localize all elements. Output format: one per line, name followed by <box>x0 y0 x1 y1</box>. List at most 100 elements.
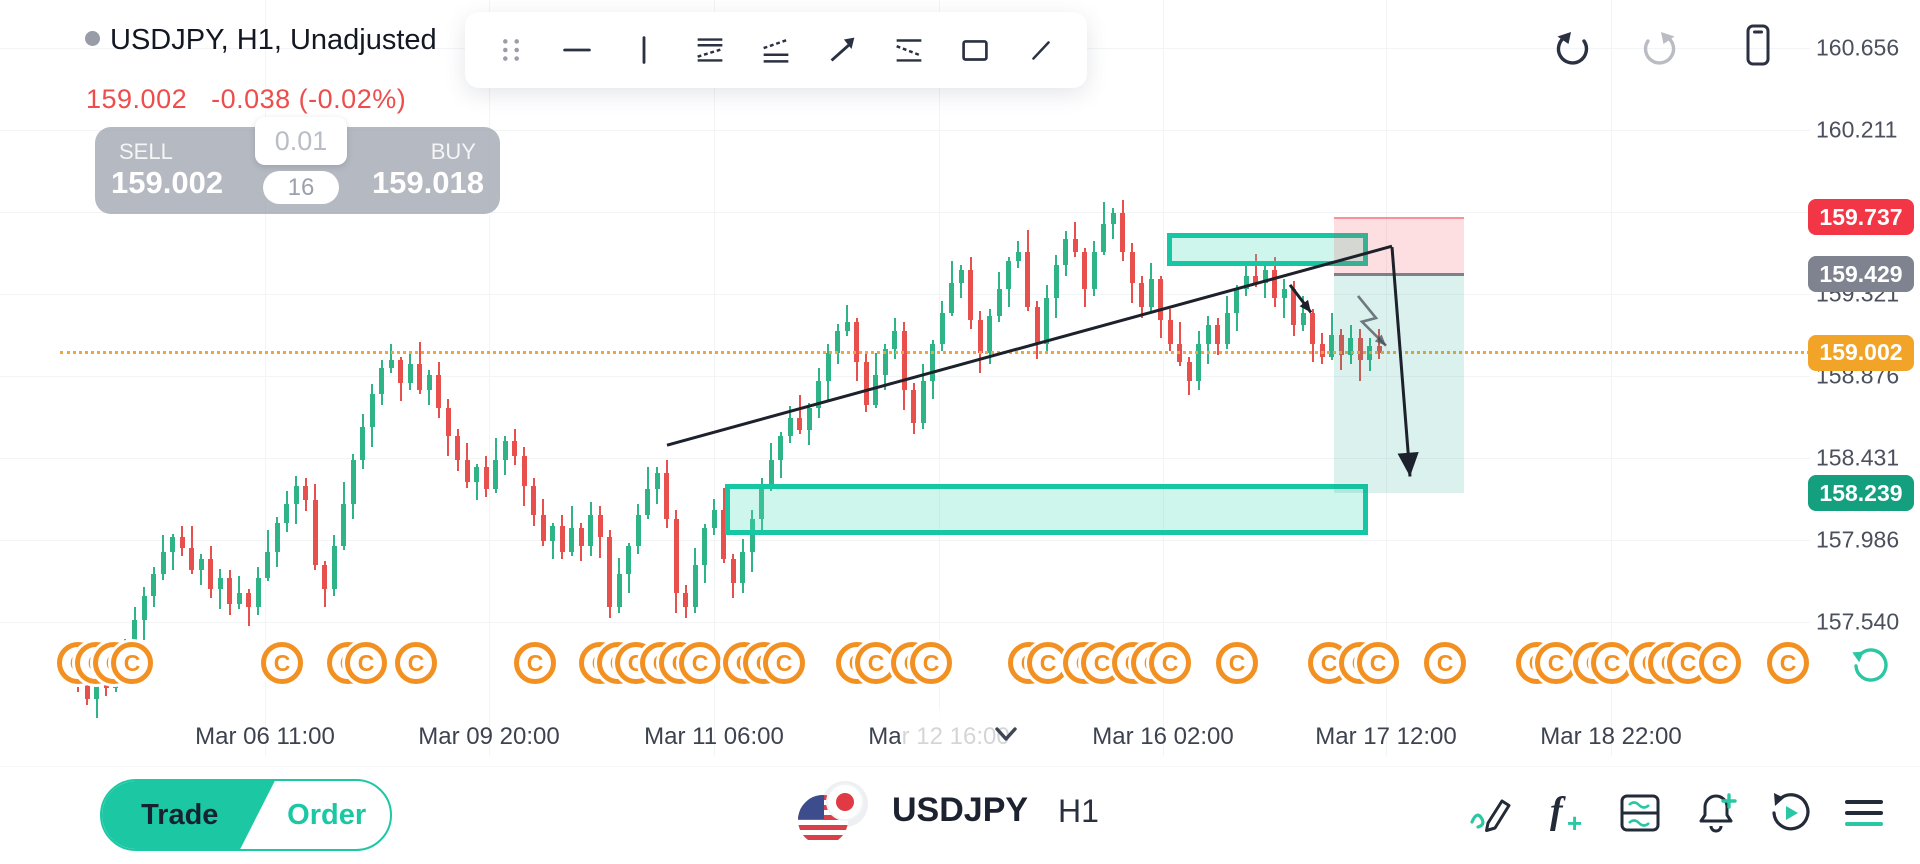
draw-icon[interactable] <box>1462 781 1518 845</box>
position-stop-zone[interactable] <box>1334 217 1464 275</box>
gridline-horizontal <box>0 293 1810 295</box>
lot-size-input[interactable]: 0.01 <box>255 117 347 165</box>
candle-body <box>597 515 603 538</box>
candle-body <box>1006 260 1011 289</box>
mobile-layout-button[interactable] <box>1734 22 1782 70</box>
entry-price-badge: 159.429 <box>1808 256 1914 293</box>
menu-icon[interactable] <box>1836 781 1892 845</box>
add-indicator-icon[interactable]: f + <box>1538 781 1594 845</box>
candle-body <box>1158 279 1163 320</box>
economic-event-icon[interactable]: C <box>1216 642 1258 684</box>
vertical-line-tool-icon[interactable] <box>620 26 668 74</box>
candle-body <box>664 472 669 519</box>
candle-body <box>1053 264 1059 298</box>
candle-body <box>730 559 736 584</box>
symbol-title[interactable]: USDJPY, H1, Unadjusted <box>110 24 437 56</box>
rising-channel-tool-icon[interactable] <box>752 26 800 74</box>
buy-button[interactable]: 159.018 <box>371 165 484 200</box>
candle-body <box>1234 288 1239 313</box>
trend-line-tool-icon[interactable] <box>1017 26 1065 74</box>
candle-body <box>1243 275 1249 289</box>
candle-body <box>635 515 641 547</box>
economic-event-icon[interactable]: C <box>1535 642 1577 684</box>
economic-event-icon[interactable]: C <box>1149 642 1191 684</box>
candle-body <box>521 456 527 486</box>
redo-button[interactable] <box>1636 24 1684 72</box>
position-profit-zone[interactable] <box>1334 274 1464 494</box>
candle-body <box>550 526 555 541</box>
alert-add-icon[interactable] <box>1688 781 1744 845</box>
buy-label: BUY <box>430 139 476 164</box>
economic-event-icon[interactable]: C <box>1767 642 1809 684</box>
trade-order-toggle[interactable]: Trade Order <box>100 779 392 851</box>
drag-handle-icon[interactable] <box>487 26 535 74</box>
gridline-vertical <box>1611 0 1612 756</box>
economic-event-icon[interactable]: C <box>855 642 897 684</box>
candle-body <box>578 528 584 547</box>
last-price-badge: 159.002 <box>1808 334 1914 371</box>
economic-event-icon[interactable]: C <box>395 642 437 684</box>
position-entry-line[interactable] <box>1334 272 1464 276</box>
economic-event-icon[interactable]: C <box>1699 642 1741 684</box>
trade-tab[interactable]: Trade <box>141 798 219 831</box>
candle-body <box>1072 238 1078 252</box>
candle-wick <box>390 343 392 374</box>
candle-body <box>749 518 755 552</box>
candle-body <box>1215 325 1220 344</box>
candle-body <box>208 559 213 589</box>
candle-body <box>759 485 764 519</box>
candle-body <box>170 537 175 552</box>
candle-body <box>84 680 90 700</box>
bottom-timeframe-label[interactable]: H1 <box>1058 793 1099 829</box>
economic-event-icon[interactable]: C <box>679 642 721 684</box>
economic-event-icon[interactable]: C <box>763 642 805 684</box>
bar-replay-icon[interactable] <box>1762 781 1818 845</box>
bottom-symbol-label[interactable]: USDJPY <box>892 791 1029 829</box>
horizontal-line-tool-icon[interactable] <box>553 26 601 74</box>
change-text: -0.038 (-0.02%) <box>211 84 407 114</box>
candle-body <box>626 546 631 575</box>
gridline-vertical <box>489 0 490 756</box>
time-axis-label: Mar 18 22:00 <box>1540 723 1682 750</box>
candle-body <box>227 577 232 604</box>
economic-event-icon[interactable]: C <box>1357 642 1399 684</box>
falling-channel-tool-icon[interactable] <box>885 26 933 74</box>
economic-event-icon[interactable]: C <box>910 642 952 684</box>
undo-button[interactable] <box>1548 24 1596 72</box>
candle-body <box>920 380 926 424</box>
candle-body <box>654 472 660 490</box>
layout-icon[interactable] <box>1612 781 1668 845</box>
rectangle-tool-icon[interactable] <box>951 26 999 74</box>
demand-zone-box[interactable] <box>725 483 1368 536</box>
svg-text:+: + <box>1567 808 1582 838</box>
parallel-channel-tool-icon[interactable] <box>686 26 734 74</box>
economic-event-icon[interactable]: C <box>261 642 303 684</box>
candle-body <box>379 367 384 394</box>
reset-chart-view-button[interactable] <box>1844 640 1896 692</box>
chevron-down-icon[interactable] <box>986 718 1026 754</box>
candle-body <box>930 343 935 381</box>
candle-body <box>474 467 479 482</box>
arrow-tool-icon[interactable] <box>818 26 866 74</box>
economic-event-icon[interactable]: C <box>1424 642 1466 684</box>
economic-event-icon[interactable]: C <box>345 642 387 684</box>
candle-body <box>702 528 707 565</box>
economic-event-icon[interactable]: C <box>514 642 556 684</box>
candle-body <box>179 537 185 549</box>
economic-event-icon[interactable]: C <box>111 642 153 684</box>
candle-body <box>265 552 270 578</box>
candle-body <box>645 489 650 516</box>
candle-body <box>616 574 622 608</box>
order-tab[interactable]: Order <box>287 798 367 831</box>
currency-pair-flags[interactable] <box>798 781 878 847</box>
candle-body <box>407 364 413 383</box>
sell-button[interactable]: 159.002 <box>111 165 224 200</box>
candle-body <box>1291 288 1296 326</box>
candle-body <box>417 364 422 390</box>
economic-event-icon[interactable]: C <box>1591 642 1633 684</box>
candle-body <box>331 546 337 589</box>
time-axis-label: Mar 09 20:00 <box>418 723 560 750</box>
candle-body <box>1082 251 1087 289</box>
candle-body <box>816 380 821 409</box>
